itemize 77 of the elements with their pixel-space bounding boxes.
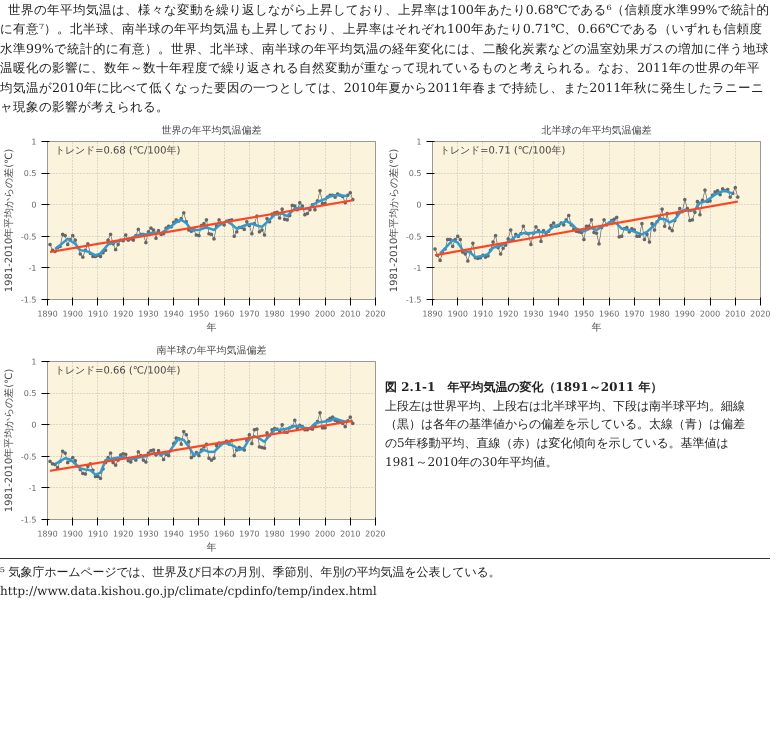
x-tick-label: 1960 (214, 310, 234, 319)
x-tick-label: 1940 (548, 310, 569, 319)
x-axis-title: 年 (206, 322, 216, 334)
chart-title: 北半球の年平均気温偏差 (542, 124, 652, 137)
text: ⁵ 気象庁ホームページでは、世界及び日本の月別、季節別、年別の平均気温を公表している。 (0, 565, 501, 580)
x-axis-title: 年 (592, 322, 602, 334)
x-tick-label: 1900 (448, 310, 468, 319)
x-tick-label: 1990 (674, 310, 695, 319)
x-tick-label: 1930 (138, 310, 159, 319)
x-tick-label: 1910 (88, 310, 108, 319)
x-tick-label: 1990 (290, 310, 310, 319)
x-tick-label: 1920 (113, 310, 134, 319)
annotation: トレンド=0.71 (℃/100年) (440, 144, 566, 157)
y-tick-label: 0 (31, 420, 37, 430)
y-tick-label: 0 (416, 200, 422, 210)
y-tick-label: -1.5 (20, 516, 36, 525)
y-tick-label: -1.5 (20, 296, 36, 305)
y-tick-label: -1 (414, 264, 422, 274)
x-tick-label: 1960 (214, 530, 234, 539)
y-axis-title: 1981-2010年平均からの差(℃) (388, 148, 400, 293)
y-tick-label: 0 (31, 200, 37, 210)
y-tick-label: -0.5 (20, 232, 36, 242)
x-tick-label: 1980 (264, 310, 285, 319)
x-tick-label: 2020 (365, 310, 386, 319)
y-tick-label: 0.5 (24, 389, 37, 398)
y-tick-label: -1 (28, 484, 37, 494)
x-tick-label: 1920 (113, 530, 134, 539)
x-tick-label: 1890 (37, 530, 58, 539)
x-tick-label: 1890 (422, 310, 443, 319)
y-tick-label: 1 (31, 138, 37, 147)
x-tick-label: 2000 (314, 530, 336, 539)
text: 世界の年平均気温は、様々な変動を繰り返しながら上昇しており、上昇率は100年あたり0.68℃である⁶（信頼度水準99%で統計的に有意⁷）。北半球、南半球の年平均気温も上昇しており、上昇率はそれぞれ100年あたり0.71℃、0.66℃である（いずれも信頼度水準99%で統計的に有意）。世界、北半球、南半球の年平均気温の経年変化には、二酸化炭素などの温室効果ガスの増加に伴う地球温暖化の影響に、数年～数十年程度で繰り返される自然変動が重なって現れているものと考えられる。なお、2011年の世界の年平均気温が2010年に比べて低くなった要因の一つとしては、2010年夏から2011年春まで持続し、また2011年秋に発生したラニーニャ現象の影響が考えられる。 (0, 1, 770, 116)
x-tick-label: 1980 (264, 530, 285, 539)
x-tick-label: 2010 (725, 310, 746, 319)
x-tick-label: 1950 (574, 310, 594, 319)
y-axis-title: 1981-2010年平均からの差(℃) (2, 368, 15, 513)
x-axis-title: 年 (206, 542, 216, 554)
y-tick-label: 1 (416, 138, 422, 147)
y-tick-label: -1.5 (406, 296, 422, 305)
chart-title: 世界の年平均気温偏差 (162, 124, 262, 137)
annotation: トレンド=0.68 (℃/100年) (55, 144, 180, 157)
x-tick-label: 1970 (624, 310, 645, 319)
y-tick-label: 0.5 (408, 169, 422, 178)
x-tick-label: 2010 (340, 310, 360, 319)
x-tick-label: 1950 (188, 310, 210, 319)
x-tick-label: 1910 (88, 530, 108, 539)
y-tick-label: 1 (31, 358, 37, 367)
x-tick-label: 1930 (523, 310, 544, 319)
x-tick-label: 2020 (750, 310, 770, 319)
x-tick-label: 1950 (188, 530, 210, 539)
chart-title: 南半球の年平均気温偏差 (156, 344, 266, 357)
x-tick-label: 1970 (239, 310, 260, 319)
caption: 図 2.1-1 年平均気温の変化（1891～2011 年） (385, 380, 662, 394)
y-tick-label: -0.5 (406, 232, 422, 242)
y-tick-label: 0.5 (24, 169, 37, 178)
x-tick-label: 1980 (649, 310, 670, 319)
y-axis-title: 1981-2010年平均からの差(℃) (2, 148, 15, 293)
x-tick-label: 1930 (138, 530, 159, 539)
x-tick-label: 1940 (163, 530, 184, 539)
x-tick-label: 2000 (314, 310, 336, 319)
x-tick-label: 1920 (498, 310, 518, 319)
x-tick-label: 2020 (365, 530, 386, 539)
x-tick-label: 2000 (700, 310, 720, 319)
text: http://www.data.kishou.go.jp/climate/cpdinfo/temp/index.html (0, 584, 377, 598)
x-tick-label: 1940 (163, 310, 184, 319)
x-tick-label: 1900 (62, 530, 83, 539)
y-tick-label: -0.5 (20, 452, 36, 462)
x-tick-label: 2010 (340, 530, 360, 539)
x-tick-label: 1990 (290, 530, 310, 539)
x-tick-label: 1910 (472, 310, 494, 319)
x-tick-label: 1890 (37, 310, 58, 319)
annotation: トレンド=0.66 (℃/100年) (55, 364, 180, 377)
x-tick-label: 1970 (239, 530, 260, 539)
x-tick-label: 1960 (598, 310, 620, 319)
y-tick-label: -1 (28, 264, 37, 274)
x-tick-label: 1900 (62, 310, 83, 319)
text: 上段左は世界平均、上段右は北半球平均、下段は南半球平均。細線（黒）は各年の基準値からの偏差を示している。太線（青）は偏差の5年移動平均、直線（赤）は変化傾向を示している。基準値は1981～2010年の30年平均値。 (385, 398, 745, 469)
